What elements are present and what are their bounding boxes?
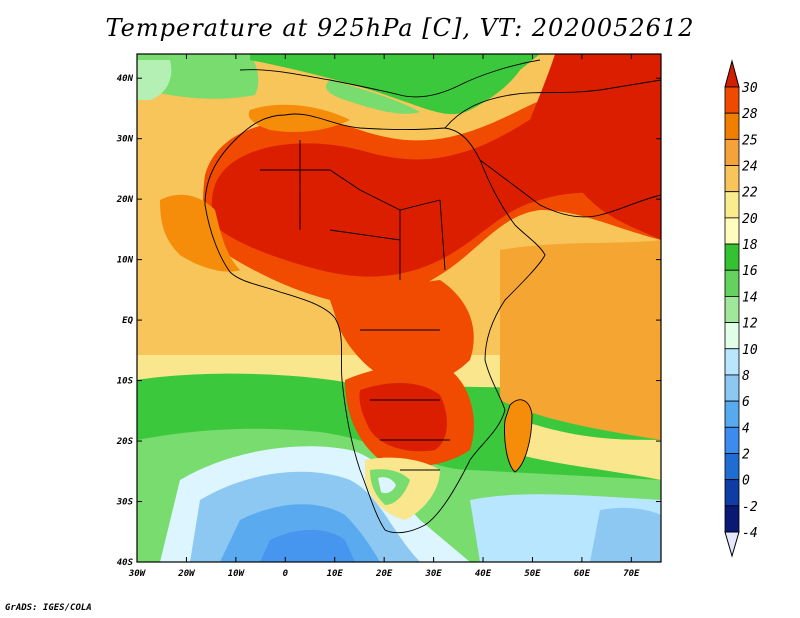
colorbar-swatch [724,400,740,428]
colorbar-swatch [724,269,740,297]
colorbar-level-label: 2 [742,447,750,462]
lat-tick-label: 40S [117,558,134,568]
colorbar-level-label: 20 [742,212,758,227]
lon-tick-label: 40E [475,569,492,579]
colorbar-top-arrow [724,59,740,88]
map-title: Temperature at 925hPa [C], VT: 202005261… [105,14,695,42]
map-frame [136,53,662,563]
colorbar-swatch [724,243,740,271]
lat-tick-label: 20N [116,195,134,205]
lat-tick-label: EQ [122,316,133,326]
colorbar-level-label: 28 [742,107,758,122]
lon-tick-label: 50E [524,569,541,579]
colorbar-swatch [724,322,740,350]
colorbar-level-label: 6 [742,395,750,410]
colorbar-level-label: 25 [742,133,758,148]
colorbar-swatch [724,191,740,219]
lon-tick-label: 20E [375,569,393,579]
lat-tick-label: 30N [116,135,134,145]
colorbar-level-label: 30 [741,81,758,96]
colorbar-swatch [724,374,740,402]
lat-tick-label: 30S [116,498,134,508]
colorbar-swatch [724,296,740,323]
temperature-field [137,54,661,562]
colorbar-level-label: -2 [742,500,758,515]
colorbar-swatch [724,86,740,114]
colorbar-bottom-arrow [724,531,740,558]
colorbar-swatch [724,217,740,245]
lon-tick-label: 70E [623,569,640,579]
colorbar-level-label: 16 [742,264,758,279]
lat-tick-label: 10S [117,377,134,387]
latitude-axis: 40N 30N 20N 10N EQ 10S 20S 30S 40S [116,74,661,568]
lon-tick-label: 30E [424,569,442,579]
colorbar-swatch [724,453,740,481]
colorbar-level-label: 10 [742,343,758,358]
colorbar-level-label: 0 [742,474,750,489]
colorbar-level-label: 14 [742,290,758,305]
colorbar-level-label: 18 [742,238,758,253]
lat-tick-label: 40N [117,74,134,84]
colorbar-level-label: 12 [742,317,758,332]
colorbar-level-label: 22 [742,186,758,201]
footer-credit: GrADS: IGES/COLA [5,603,92,613]
colorbar-swatch [724,479,740,507]
colorbar-swatch [724,112,740,140]
colorbar-swatch [724,348,740,376]
colorbar-swatch [724,165,740,193]
lat-tick-label: 20S [116,437,134,447]
colorbar-level-label: 24 [742,160,758,175]
colorbar-swatch [724,505,740,533]
colorbar-level-label: 4 [742,421,750,436]
coastlines [204,59,661,534]
lon-tick-label: 10W [228,569,246,579]
longitude-axis: 30W 20W 10W 0 10E 20E 30E 40E 50E 60E 70E [128,54,640,579]
lon-tick-label: 60E [574,569,591,579]
lon-tick-label: 10E [327,569,344,579]
colorbar-swatch [724,138,740,166]
colorbar-level-label: 8 [742,369,750,384]
lat-tick-label: 10N [117,256,134,266]
lon-tick-label: 30W [128,569,147,579]
colorbar-level-label: -4 [742,526,758,541]
lon-tick-label: 0 [283,569,289,579]
colorbar-swatch [724,426,740,454]
lon-tick-label: 20W [177,569,196,579]
